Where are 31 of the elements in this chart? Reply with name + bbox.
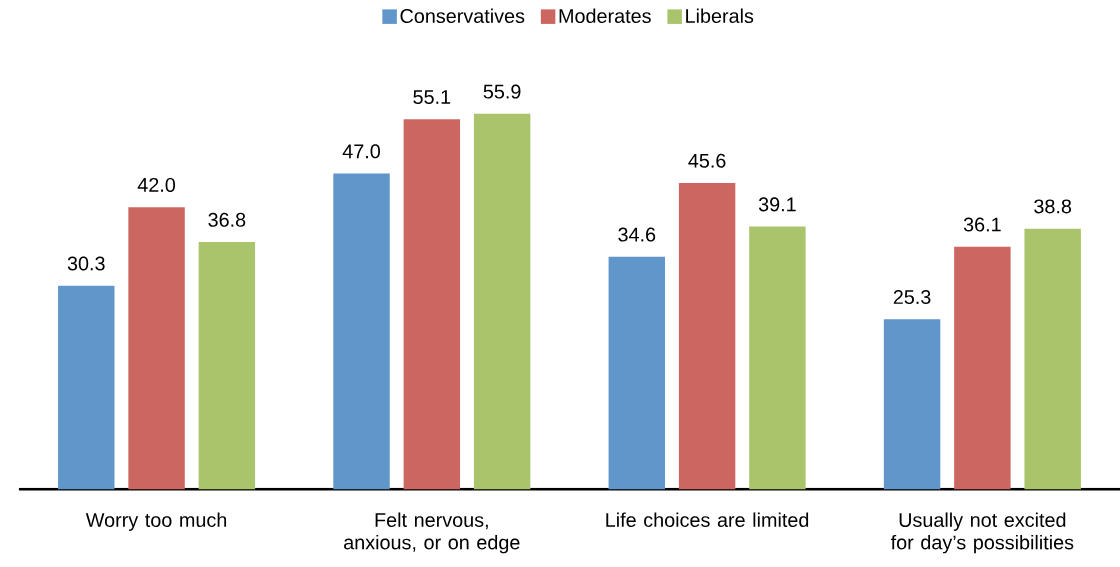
- bar: [1024, 228, 1081, 489]
- data-label: 34.6: [618, 227, 656, 242]
- data-label: 25.3: [893, 289, 931, 304]
- legend-label: Conservatives: [400, 8, 525, 23]
- data-label: 47.0: [342, 144, 381, 159]
- data-label: 36.1: [963, 217, 1001, 232]
- data-label: 55.1: [413, 89, 451, 104]
- data-label: 36.8: [208, 212, 246, 227]
- data-label: 39.1: [758, 197, 796, 212]
- data-label: 45.6: [688, 153, 726, 168]
- bar: [883, 319, 941, 489]
- bar: [333, 173, 390, 489]
- data-label: 30.3: [67, 256, 105, 271]
- x-tick-label: Felt nervous, anxious, or on edge: [344, 512, 520, 554]
- x-tick-label: Usually not excited for day’s possibilities: [890, 512, 1074, 554]
- bar: [954, 246, 1011, 489]
- legend-label: Liberals: [686, 8, 754, 23]
- data-label: 42.0: [137, 177, 176, 192]
- bar: [403, 119, 461, 489]
- data-label: 55.9: [483, 84, 521, 99]
- legend-label: Moderates: [559, 8, 651, 23]
- bar: [608, 256, 666, 489]
- bar: [128, 206, 185, 489]
- bar: [198, 241, 256, 489]
- bar: [473, 113, 531, 489]
- bar: [749, 226, 806, 489]
- x-tick-label: Worry too much: [85, 512, 227, 531]
- x-tick-label: Life choices are limited: [606, 512, 809, 527]
- data-label: 38.8: [1034, 199, 1072, 214]
- bar: [678, 182, 736, 489]
- bar: [58, 285, 115, 489]
